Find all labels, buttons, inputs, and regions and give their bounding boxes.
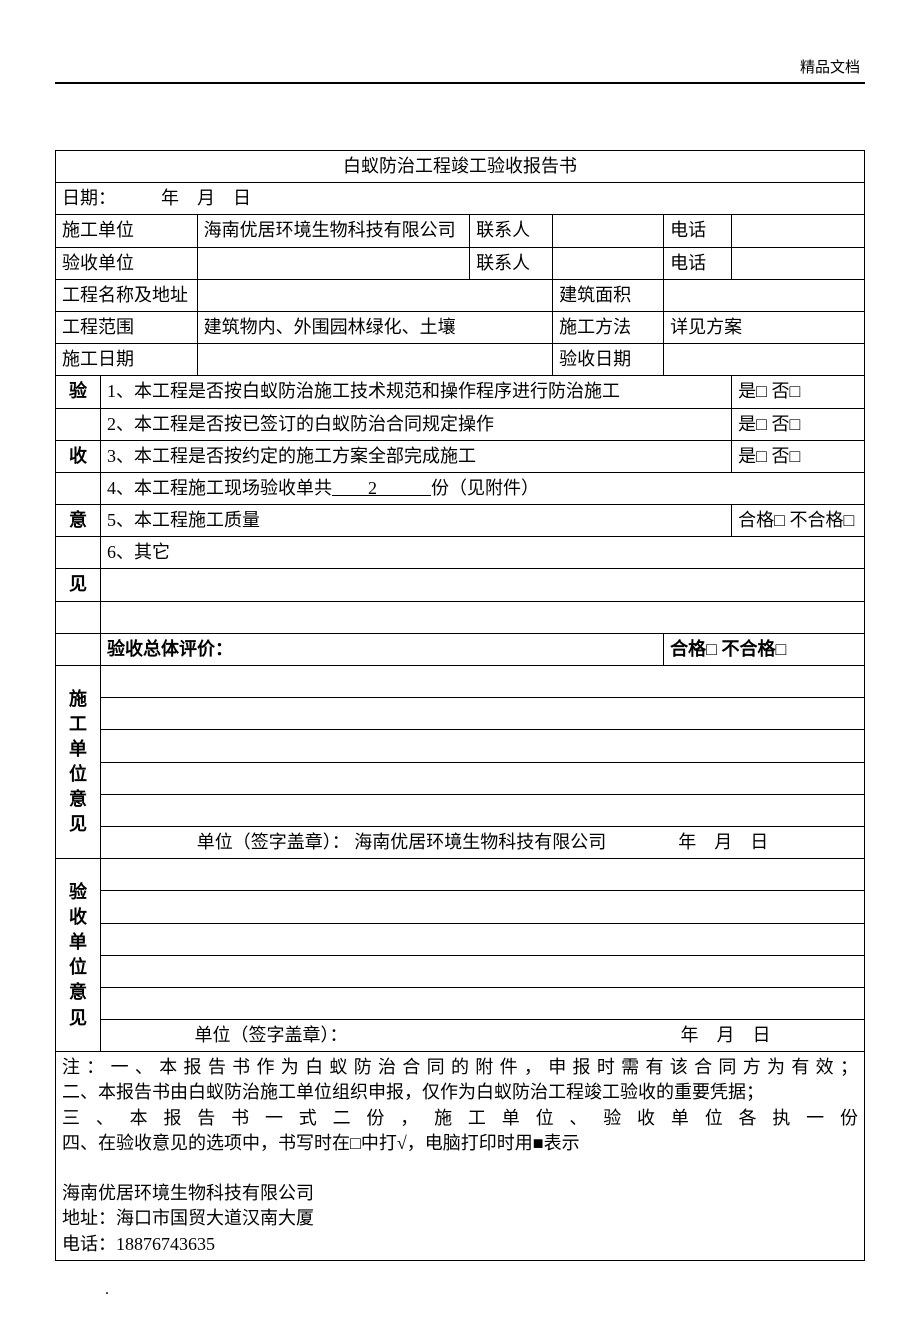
value-construction-unit: 海南优居环境生物科技有限公司 — [197, 215, 469, 247]
cu-line-2[interactable] — [101, 698, 865, 730]
label-shou: 收 — [56, 440, 101, 472]
notes-line-4: 四、在验收意见的选项中，书写时在□中打√，电脑打印时用■表示 — [62, 1131, 858, 1156]
value-building-area[interactable] — [664, 279, 865, 311]
label-yan: 验 — [56, 376, 101, 408]
opinion-1-opt[interactable]: 是□ 否□ — [732, 376, 865, 408]
label-building-area: 建筑面积 — [553, 279, 664, 311]
cu-line-3[interactable] — [101, 730, 865, 762]
summary-label: 验收总体评价： — [101, 633, 664, 665]
footer-dot: . — [105, 1281, 865, 1299]
report-table: 白蚁防治工程竣工验收报告书 日期： 年 月 日 施工单位 海南优居环境生物科技有… — [55, 150, 865, 1261]
label-blank-5 — [56, 633, 101, 665]
value-acceptance-date[interactable] — [664, 344, 865, 376]
opinion-2-opt[interactable]: 是□ 否□ — [732, 408, 865, 440]
value-contact-2[interactable] — [553, 247, 664, 279]
spacer-row — [101, 601, 865, 633]
label-acceptance-opinion: 验收单位意见 — [56, 859, 101, 1052]
au-line-1[interactable] — [101, 859, 865, 891]
label-construction-opinion: 施工单位意见 — [56, 666, 101, 859]
value-project-name[interactable] — [197, 279, 552, 311]
label-contact-2: 联系人 — [470, 247, 553, 279]
company-name: 海南优居环境生物科技有限公司 — [62, 1181, 858, 1206]
label-method: 施工方法 — [553, 311, 664, 343]
report-title: 白蚁防治工程竣工验收报告书 — [56, 151, 865, 183]
au-line-5[interactable] — [101, 987, 865, 1019]
opinion-5-opt[interactable]: 合格□ 不合格□ — [732, 505, 865, 537]
cu-line-1[interactable] — [101, 666, 865, 698]
value-construction-date[interactable] — [197, 344, 552, 376]
label-scope: 工程范围 — [56, 311, 198, 343]
label-yi: 意 — [56, 505, 101, 537]
cu-sign: 单位（签字盖章）： 海南优居环境生物科技有限公司 年 月 日 — [101, 826, 865, 858]
notes-line-1: 注：一、本报告书作为白蚁防治合同的附件，申报时需有该合同方为有效； — [62, 1055, 858, 1080]
value-phone-1[interactable] — [732, 215, 865, 247]
notes-line-2: 二、本报告书由白蚁防治施工单位组织申报，仅作为白蚁防治工程竣工验收的重要凭据； — [62, 1080, 858, 1105]
value-scope: 建筑物内、外围园林绿化、土壤 — [197, 311, 552, 343]
opinion-2: 2、本工程是否按已签订的白蚁防治合同规定操作 — [101, 408, 732, 440]
opinion-blank-row — [101, 569, 865, 601]
label-construction-date: 施工日期 — [56, 344, 198, 376]
label-phone-2: 电话 — [664, 247, 732, 279]
opinion-5: 5、本工程施工质量 — [101, 505, 732, 537]
label-project-name: 工程名称及地址 — [56, 279, 198, 311]
value-method: 详见方案 — [664, 311, 865, 343]
notes-block: 注：一、本报告书作为白蚁防治合同的附件，申报时需有该合同方为有效； 二、本报告书… — [56, 1052, 865, 1261]
opinion-3-opt[interactable]: 是□ 否□ — [732, 440, 865, 472]
au-line-3[interactable] — [101, 923, 865, 955]
label-blank-2 — [56, 472, 101, 504]
summary-opt[interactable]: 合格□ 不合格□ — [664, 633, 865, 665]
label-contact-1: 联系人 — [470, 215, 553, 247]
value-contact-1[interactable] — [553, 215, 664, 247]
label-blank-4 — [56, 601, 101, 633]
au-line-2[interactable] — [101, 891, 865, 923]
label-acceptance-unit: 验收单位 — [56, 247, 198, 279]
company-phone: 电话：18876743635 — [62, 1232, 858, 1257]
value-acceptance-unit[interactable] — [197, 247, 469, 279]
company-address: 地址：海口市国贸大道汉南大厦 — [62, 1206, 858, 1231]
notes-line-3: 三、本报告书一式二份，施工单位、验收单位各执一份 — [62, 1106, 858, 1131]
au-line-4[interactable] — [101, 955, 865, 987]
cu-line-5[interactable] — [101, 794, 865, 826]
opinion-6: 6、其它 — [101, 537, 865, 569]
cu-line-4[interactable] — [101, 762, 865, 794]
label-blank-1 — [56, 408, 101, 440]
au-sign: 单位（签字盖章）： 年 月 日 — [101, 1020, 865, 1052]
label-jian: 见 — [56, 569, 101, 601]
label-blank-3 — [56, 537, 101, 569]
label-construction-unit: 施工单位 — [56, 215, 198, 247]
label-phone-1: 电话 — [664, 215, 732, 247]
label-acceptance-date: 验收日期 — [553, 344, 664, 376]
header-line — [55, 82, 865, 84]
opinion-4: 4、本工程施工现场验收单共 2 份（见附件） — [101, 472, 865, 504]
opinion-1: 1、本工程是否按白蚁防治施工技术规范和操作程序进行防治施工 — [101, 376, 732, 408]
value-phone-2[interactable] — [732, 247, 865, 279]
header-mark: 精品文档 — [800, 56, 860, 77]
opinion-3: 3、本工程是否按约定的施工方案全部完成施工 — [101, 440, 732, 472]
date-row: 日期： 年 月 日 — [56, 183, 865, 215]
